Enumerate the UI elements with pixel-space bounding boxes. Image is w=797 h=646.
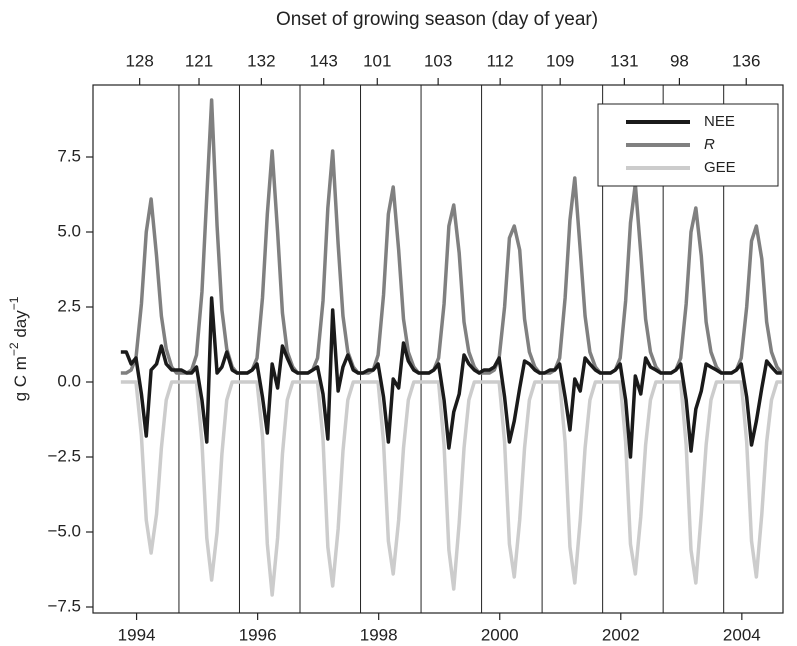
y-axis-label: g C m−2 day−1 xyxy=(7,296,30,401)
y-tick-label: 2.5 xyxy=(57,296,81,315)
y-axis-label-part: g C m xyxy=(11,356,30,401)
onset-label: 131 xyxy=(610,51,638,70)
x-tick-label: 1998 xyxy=(360,625,398,644)
y-tick-label: 0.0 xyxy=(57,371,81,390)
onset-label: 128 xyxy=(125,51,153,70)
x-tick-label: 2002 xyxy=(602,625,640,644)
y-tick-label: 7.5 xyxy=(57,146,81,165)
x-tick-label: 2000 xyxy=(481,625,519,644)
onset-label: 132 xyxy=(247,51,275,70)
legend-label: R xyxy=(704,136,715,153)
onset-label: 103 xyxy=(424,51,452,70)
x-tick-label: 1996 xyxy=(239,625,277,644)
y-tick-label: 5.0 xyxy=(57,221,81,240)
legend-label: GEE xyxy=(704,159,736,176)
x-tick-label: 2004 xyxy=(723,625,761,644)
onset-label: 143 xyxy=(310,51,338,70)
onset-label: 98 xyxy=(670,51,689,70)
onset-label: 109 xyxy=(546,51,574,70)
y-axis-label-part: −1 xyxy=(7,296,21,310)
y-tick-label: −7.5 xyxy=(47,596,81,615)
y-tick-label: −5.0 xyxy=(47,521,81,540)
y-axis-label-part: day xyxy=(11,310,30,343)
x-tick-label: 1994 xyxy=(118,625,156,644)
y-tick-label: −2.5 xyxy=(47,446,81,465)
onset-label: 101 xyxy=(363,51,391,70)
chart-title: Onset of growing season (day of year) xyxy=(276,9,598,30)
onset-label: 112 xyxy=(487,51,514,70)
onset-label: 121 xyxy=(185,51,213,70)
y-axis-label-part: −2 xyxy=(7,342,21,356)
series-line xyxy=(120,296,782,459)
series-line xyxy=(120,380,782,597)
legend-label: NEE xyxy=(704,113,735,130)
onset-label: 136 xyxy=(732,51,760,70)
